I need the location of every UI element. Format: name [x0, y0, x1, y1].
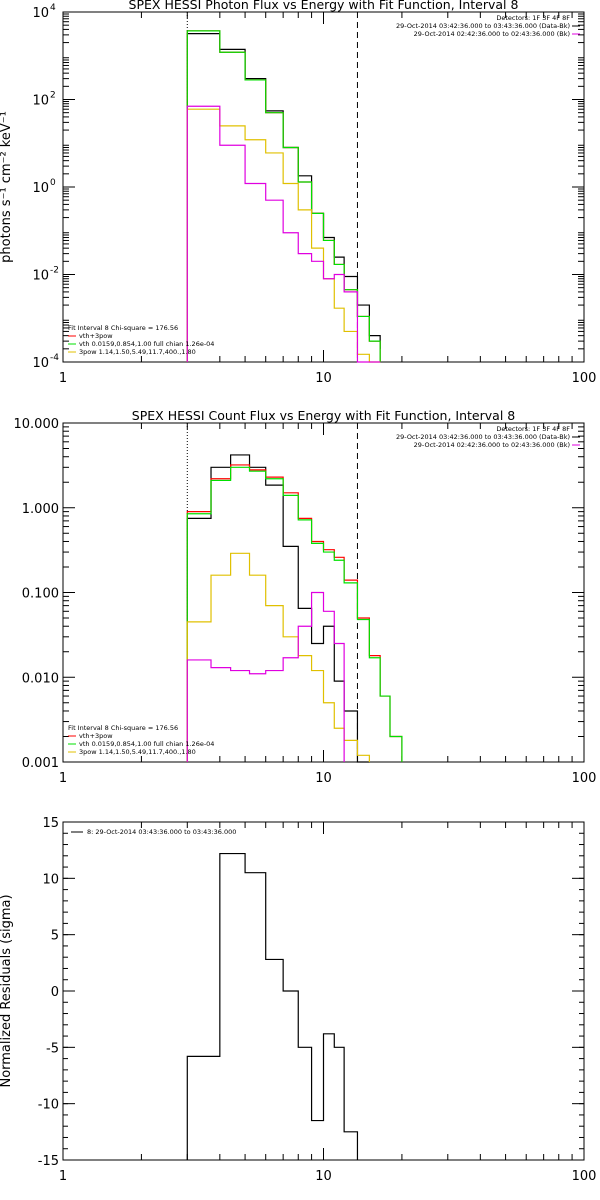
- chart-title: SPEX HESSI Photon Flux vs Energy with Fi…: [129, 0, 519, 12]
- series-vth-histogram: [186, 466, 403, 762]
- y-tick-label: 5: [51, 929, 59, 944]
- x-tick-label: 1: [59, 371, 67, 386]
- y-tick-exponent: -4: [50, 353, 59, 363]
- x-tick-label: 1: [59, 1169, 67, 1184]
- y-tick-label: 10: [32, 269, 49, 284]
- y-tick-exponent: 0: [50, 178, 56, 188]
- legend-left-entry: vth+3pow: [79, 732, 113, 740]
- series-data-histogram: [186, 852, 359, 1160]
- x-tick-label: 100: [572, 771, 597, 786]
- legend-left-entry: Fit Interval 8 Chi-square = 176.56: [68, 324, 178, 332]
- legend-left-entry: 3pow 1.14,1.50,5.49,11.7,400.,1.80: [79, 748, 196, 756]
- chart-title: SPEX HESSI Count Flux vs Energy with Fit…: [132, 408, 515, 423]
- series-bk-histogram: [186, 105, 381, 363]
- y-tick-label: 15: [42, 816, 59, 831]
- y-tick-label: 1.000: [22, 502, 59, 517]
- y-axis-label: Normalized Residuals (sigma): [0, 894, 14, 1087]
- legend-left-entry: vth 0.0159,0.854,1.00 full chian 1.26e-0…: [79, 740, 214, 748]
- y-tick-exponent: 4: [50, 3, 56, 13]
- legend-right-entry: 29-Oct-2014 02:42:36.000 to 02:43:36.000…: [414, 30, 570, 38]
- legend-left-entry: 8: 29-Oct-2014 03:43:36.000 to 03:43:36.…: [87, 828, 236, 836]
- x-tick-label: 10: [315, 771, 332, 786]
- series-total-histogram: [186, 464, 403, 762]
- legend-left-entry: vth+3pow: [79, 332, 113, 340]
- y-tick-label: -10: [38, 1098, 59, 1113]
- legend-right-entry: 29-Oct-2014 03:42:36.000 to 03:43:36.000…: [396, 22, 570, 30]
- legend-right-entry: 29-Oct-2014 02:42:36.000 to 02:43:36.000…: [414, 441, 570, 449]
- y-tick-label: 0: [51, 985, 59, 1000]
- count-flux-panel: 1 10 100 0.001 0.010 0.100 1.000 10.000 SPEX HES…: [14, 408, 597, 786]
- legend-right-entry: Detectors: 1F 3F 4F 8F: [496, 14, 570, 22]
- legend-right-entry: 29-Oct-2014 03:42:36.000 to 03:43:36.000…: [396, 433, 570, 441]
- x-tick-label: 10: [315, 1169, 332, 1184]
- legend-left-entry: 3pow 1.14,1.50,5.49,11.7,400.,1.80: [79, 348, 196, 356]
- y-tick-label: -15: [38, 1154, 59, 1169]
- y-tick-label: 0.010: [22, 671, 59, 686]
- residuals-panel: 1 10 100 -15 -10 -5 0 5 10 15 Normalized Residuals…: [0, 816, 596, 1184]
- series-bk-histogram: [186, 591, 345, 762]
- legend-right-entry: Detectors: 1F 3F 4F 8F: [496, 425, 570, 433]
- y-tick-label: 10: [32, 6, 49, 21]
- y-tick-label: 10: [32, 181, 49, 196]
- y-tick-exponent: -2: [50, 266, 59, 276]
- x-tick-label: 100: [572, 1169, 597, 1184]
- y-tick-label: -5: [46, 1041, 59, 1056]
- y-tick-exponent: 2: [50, 91, 56, 101]
- x-tick-label: 100: [572, 371, 597, 386]
- y-tick-label: 0.001: [22, 756, 59, 771]
- x-tick-label: 10: [315, 371, 332, 386]
- y-tick-label: 10: [32, 356, 49, 371]
- y-axis-label: photons s⁻¹ cm⁻² keV⁻¹: [0, 111, 14, 263]
- y-tick-label: 0.100: [22, 587, 59, 602]
- y-tick-label: 10.000: [14, 417, 60, 432]
- y-tick-label: 10: [42, 872, 59, 887]
- legend-left-entry: vth 0.0159,0.854,1.00 full chian 1.26e-0…: [79, 340, 214, 348]
- legend-left-entry: Fit Interval 8 Chi-square = 176.56: [68, 724, 178, 732]
- x-tick-label: 1: [59, 771, 67, 786]
- y-tick-label: 10: [32, 94, 49, 109]
